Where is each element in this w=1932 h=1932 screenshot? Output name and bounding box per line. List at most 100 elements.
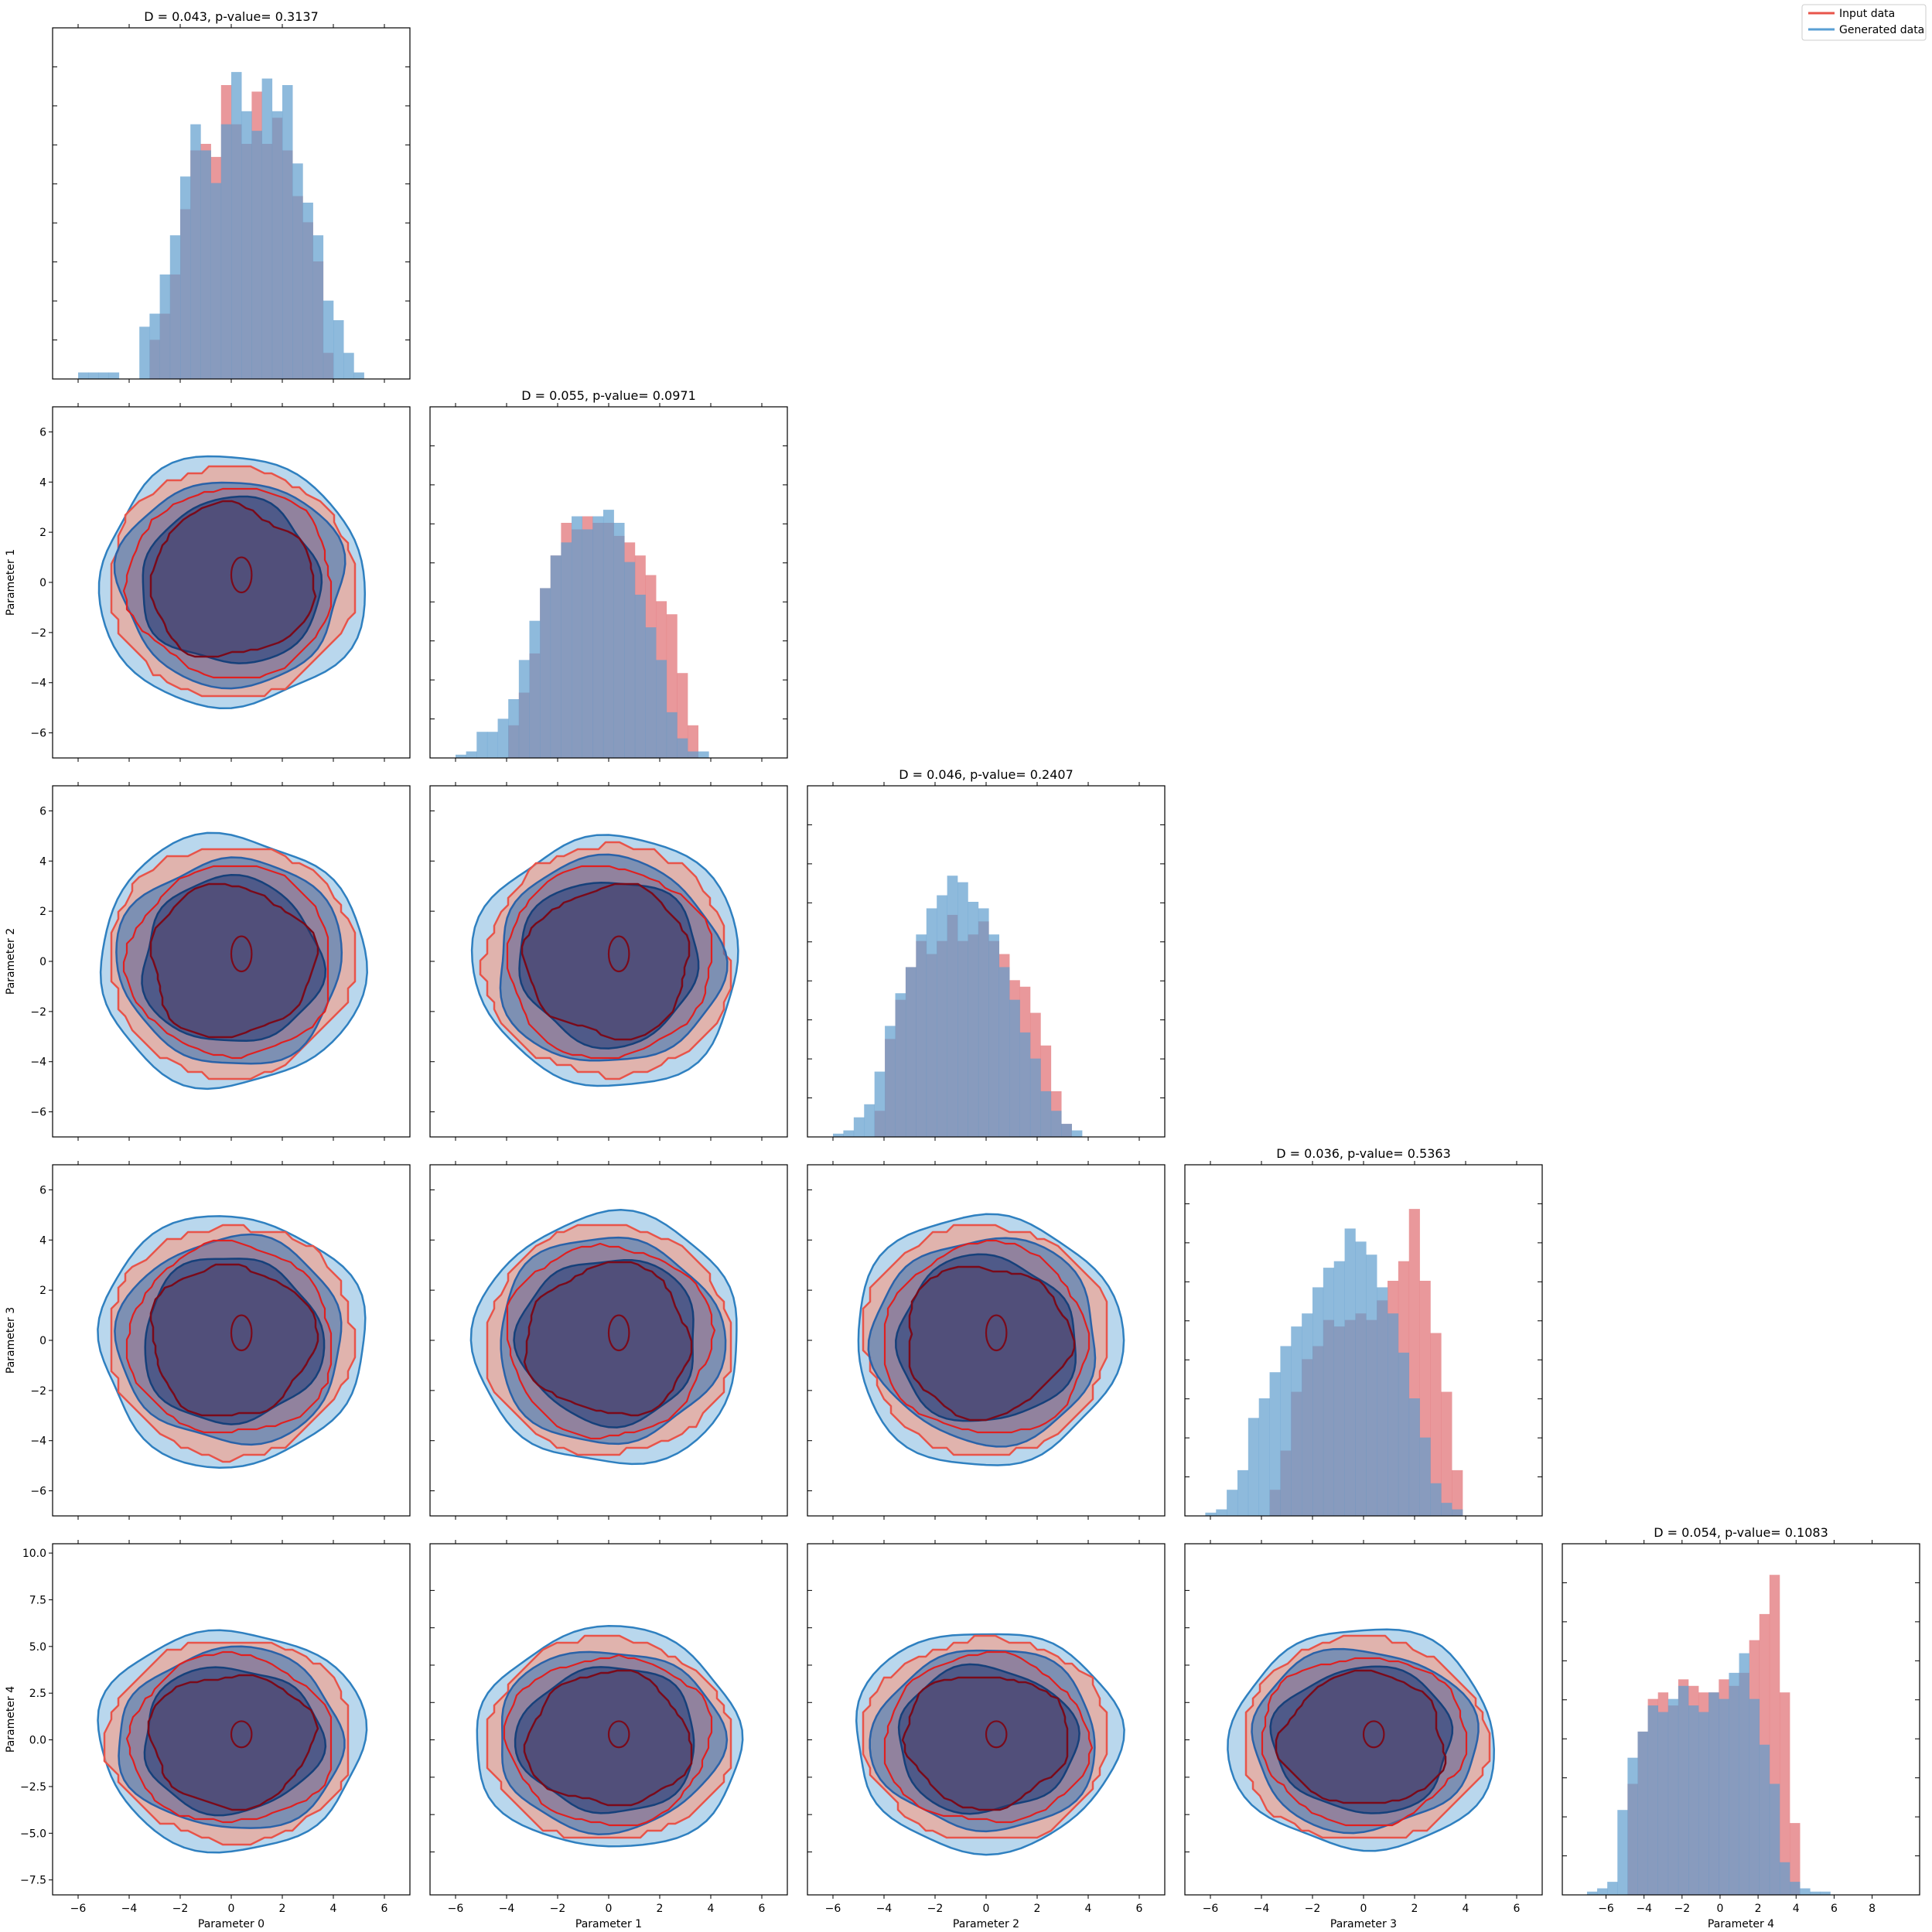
generated-hist-bar [497,719,509,758]
panel-frame [807,785,1166,1138]
x-tick-label: 4 [1463,1903,1469,1915]
generated-hist-bar [78,372,89,379]
generated-hist-bar [139,326,150,379]
input-island-contour [230,935,253,973]
panel-4-1: −6 −4 −2 0 2 4 6 Parameter 1 [429,1540,788,1930]
generated-hist-bar [1586,1891,1598,1895]
input-island-contour [985,1314,1008,1352]
y-tick-label: 10.0 [22,1548,46,1560]
generated-hist-bar [853,1117,865,1137]
x-tick-label: −4 [499,1903,515,1915]
generated-hist-bar [486,732,498,758]
generated-hist-bar [1280,1346,1292,1516]
x-tick-label: 0 [228,1903,235,1915]
input-inner-contour [1275,1669,1447,1804]
generated-hist-bar [666,712,678,758]
generated-inner-contour [514,1666,695,1814]
generated-hist-bar [323,300,334,379]
panel-4-3: −6 −4 −2 0 2 4 6 Parameter 3 [1184,1540,1543,1930]
generated-hist-bar [241,111,252,379]
generated-hist-bar [1377,1287,1388,1516]
panel-1-0: −6 −4 −2 0 2 4 6 Parameter 1 [5,403,411,762]
generated-hist-bar [1441,1503,1452,1516]
generated-hist-bar [108,372,120,379]
generated-hist [78,72,364,380]
generated-hist-bar [180,176,191,379]
generated-hist-bar [282,85,293,379]
generated-hist-bar [1698,1712,1709,1895]
x-axis-label: Parameter 0 [198,1918,265,1930]
input-island-contour [230,556,253,594]
generated-hist-bar [1355,1241,1367,1516]
generated-hist-bar [1667,1698,1679,1895]
generated-hist-bar [957,882,968,1137]
generated-hist-bar [833,1133,844,1137]
panel-frame [1184,1164,1543,1517]
generated-hist-bar [1790,1882,1801,1895]
input-inner-contour [521,882,691,1041]
generated-hist-bar [645,627,657,758]
generated-hist-bar [149,313,160,379]
x-tick-label: −6 [825,1903,841,1915]
generated-hist-bar [1216,1509,1227,1516]
generated-hist-bar [988,934,1000,1137]
panel-4-2: −6 −4 −2 0 2 4 6 Parameter 2 [807,1540,1166,1930]
x-tick-label: 0 [606,1903,613,1915]
panel-2-1 [429,782,788,1141]
generated-hist-bar [1779,1862,1790,1895]
y-tick-label: 4 [39,1234,46,1247]
generated-hist-bar [220,124,232,379]
generated-hist-bar [1769,1784,1780,1895]
input-hist-bar [1441,1391,1452,1516]
generated-hist-bar [1071,1130,1083,1137]
y-tick-label: 0.0 [29,1735,46,1747]
generated-hist-bar [1820,1891,1831,1895]
panel-4-4: D = 0.054, p-value= 0.1083 −6 −4 −2 0 2 4 6 8 Par… [1562,1525,1920,1930]
x-tick-label: −6 [1203,1903,1219,1915]
generated-hist-bar [1749,1698,1760,1895]
generated-hist-bar [624,562,636,758]
input-hist-bar [1452,1469,1463,1516]
diag-title: D = 0.043, p-value= 0.3137 [144,9,319,24]
generated-hist-bar [1398,1352,1410,1516]
panel-frame [429,406,788,759]
panel-2-0: −6 −4 −2 0 2 4 6 Parameter 2 [5,782,411,1141]
generated-hist-bar [978,908,989,1137]
generated-hist-bar [688,751,699,758]
panel-frame [52,1164,411,1517]
generated-hist-bar [1366,1254,1377,1516]
x-tick-label: −4 [1254,1903,1270,1915]
x-tick-label: 6 [381,1903,388,1915]
panel-frame [52,785,411,1138]
generated-hist-bar [582,529,593,758]
generated-hist-bar [592,516,604,758]
generated-hist-bar [1061,1124,1072,1137]
y-tick-label: 4 [39,855,46,868]
x-tick-label: 4 [1085,1903,1092,1915]
y-tick-label: −6 [30,1486,46,1498]
generated-hist-bar [271,111,283,379]
x-tick-label: −2 [550,1903,566,1915]
x-tick-label: 2 [1755,1903,1762,1915]
generated-hist-bar [561,542,572,758]
generated-hist-bar [466,751,477,758]
panel-frame [1562,1543,1920,1896]
generated-hist-bar [1627,1757,1638,1895]
y-tick-label: −2 [30,1385,46,1398]
generated-hist-bar [864,1104,875,1137]
input-inner-contour [523,1261,693,1417]
diag-title: D = 0.055, p-value= 0.0971 [521,388,696,403]
generated-inner-contour [141,873,327,1043]
generated-hist-bar [1810,1891,1821,1895]
generated-hist-bar [1607,1882,1618,1895]
y-tick-label: 4 [39,476,46,489]
generated-hist-bar [874,1071,886,1137]
generated-hist-bar [1719,1698,1729,1895]
generated-hist-bar [333,320,344,379]
generated-hist-bar [1258,1398,1270,1516]
x-axis-label: Parameter 2 [953,1918,1019,1930]
generated-hist-bar [634,594,646,758]
generated-hist-bar [1647,1705,1658,1895]
generated-hist-bar [1312,1287,1324,1516]
input-inner-contour [149,500,317,658]
